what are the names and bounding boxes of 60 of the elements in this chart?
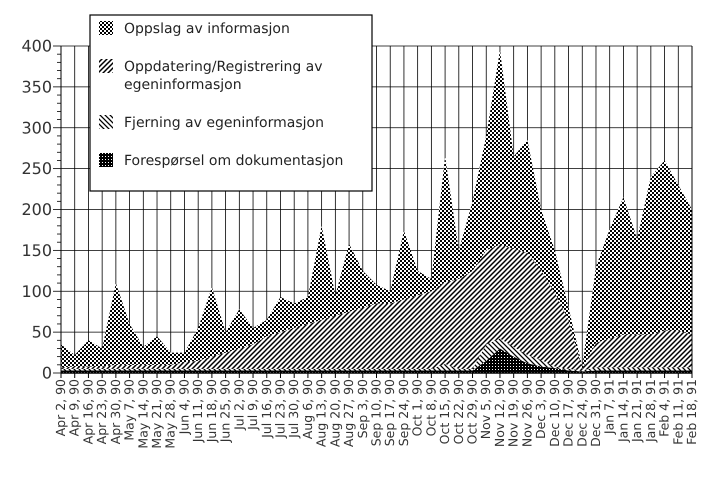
x-tick-label: Jun 25, 90 bbox=[218, 378, 233, 444]
x-tick-label: Jan 14, 91 bbox=[615, 379, 630, 444]
x-tick-label: Oct 15, 90 bbox=[437, 378, 452, 444]
y-tick-label: 300 bbox=[21, 118, 52, 138]
x-tick-label: Apr 2, 90 bbox=[53, 378, 68, 436]
x-tick-label: May 21, 90 bbox=[149, 378, 164, 449]
x-tick-label: Nov 5, 90 bbox=[478, 378, 494, 440]
x-tick-label: Feb 4, 91 bbox=[656, 379, 672, 437]
x-tick-label: Dec 31, 90 bbox=[588, 378, 603, 447]
y-tick-label: 250 bbox=[21, 159, 52, 178]
x-tick-label: Apr 23, 90 bbox=[94, 378, 110, 444]
x-tick-label: Jul 30, 90 bbox=[286, 378, 302, 439]
x-tick-label: Sep 10, 90 bbox=[368, 378, 384, 446]
x-tick-label: Aug 20, 90 bbox=[327, 378, 342, 448]
x-tick-label: Apr 30, 90 bbox=[108, 378, 123, 444]
x-tick-label: Jun 18, 90 bbox=[204, 378, 219, 444]
x-tick-label: Dec 17, 90 bbox=[560, 378, 576, 447]
x-tick-label: Oct 29, 90 bbox=[464, 378, 480, 444]
x-tick-label: Jan 28, 91 bbox=[642, 379, 658, 444]
x-tick-label: Sep 3, 90 bbox=[354, 378, 370, 438]
x-tick-label: Jun 11, 90 bbox=[190, 378, 206, 444]
x-tick-label: Oct 1, 90 bbox=[410, 378, 425, 436]
legend-label: Fjerning av egeninformasjon bbox=[124, 115, 324, 131]
x-tick-label: Nov 12, 90 bbox=[492, 378, 507, 448]
x-tick-label: Jul 9, 90 bbox=[245, 378, 260, 431]
x-tick-label: Jun 4, 90 bbox=[176, 378, 192, 436]
x-tick-label: Sep 17, 90 bbox=[382, 378, 398, 446]
x-tick-label: Sep 24, 90 bbox=[396, 378, 411, 446]
x-tick-label: Dec 3, 90 bbox=[533, 378, 548, 439]
x-tick-label: Aug 6, 90 bbox=[300, 378, 315, 440]
x-tick-label: Apr 9, 90 bbox=[66, 378, 82, 436]
y-tick-label: 100 bbox=[21, 282, 52, 301]
x-tick-label: Feb 18, 91 bbox=[684, 379, 699, 445]
x-tick-label: May 7, 90 bbox=[122, 378, 137, 441]
y-tick-label: 150 bbox=[21, 240, 52, 260]
x-tick-label: May 28, 90 bbox=[162, 378, 178, 449]
x-tick-label: Nov 26, 90 bbox=[519, 378, 534, 448]
x-tick-label: Dec 10, 90 bbox=[546, 378, 562, 447]
x-tick-label: Jul 23, 90 bbox=[272, 378, 288, 439]
x-tick-label: Dec 24, 90 bbox=[574, 378, 590, 447]
y-tick-label: 0 bbox=[42, 364, 52, 383]
legend-label: Forespørsel om dokumentasjon bbox=[124, 153, 344, 169]
y-tick-label: 50 bbox=[32, 322, 52, 342]
y-tick-label: 400 bbox=[21, 36, 52, 56]
x-tick-label: Aug 27, 90 bbox=[341, 378, 356, 448]
x-tick-label: Feb 11, 91 bbox=[670, 379, 686, 445]
x-tick-label: Jul 16, 90 bbox=[258, 378, 274, 439]
x-tick-label: Apr 16, 90 bbox=[80, 378, 96, 444]
x-tick-label: Oct 8, 90 bbox=[423, 378, 438, 436]
x-tick-label: Jul 2, 90 bbox=[231, 378, 246, 431]
x-tick-label: Jan 7, 91 bbox=[602, 379, 617, 436]
x-tick-label: Oct 22, 90 bbox=[450, 378, 466, 444]
legend-label: Oppdatering/Registrering av egeninformasjon bbox=[124, 59, 323, 93]
y-tick-label: 200 bbox=[21, 200, 52, 220]
y-tick-label: 350 bbox=[21, 77, 52, 96]
x-tick-label: May 14, 90 bbox=[135, 378, 150, 449]
x-tick-label: Jan 21, 91 bbox=[629, 379, 644, 444]
legend-label: Oppslag av informasjon bbox=[124, 21, 290, 37]
x-tick-label: Aug 13, 90 bbox=[314, 378, 329, 448]
x-tick-label: Nov 19, 90 bbox=[506, 378, 521, 448]
